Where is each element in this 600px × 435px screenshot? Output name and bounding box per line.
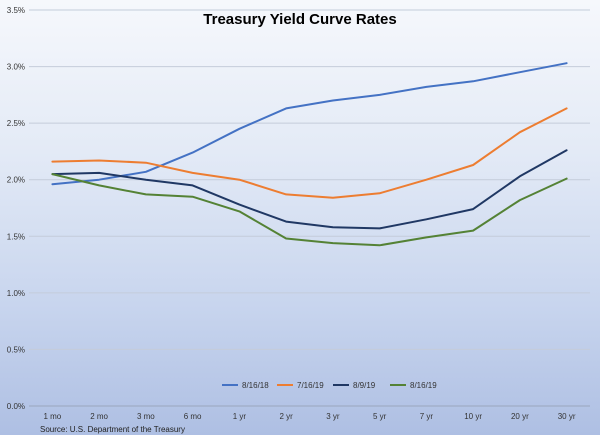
x-tick-label: 2 yr [279, 412, 293, 421]
y-tick-label: 2.0% [7, 176, 25, 185]
legend-label: 8/16/18 [242, 381, 269, 390]
legend-label: 7/16/19 [297, 381, 324, 390]
x-tick-label: 1 yr [233, 412, 247, 421]
y-tick-label: 2.5% [7, 119, 25, 128]
chart-title: Treasury Yield Curve Rates [203, 11, 396, 28]
y-tick-label: 0.0% [7, 402, 25, 411]
legend-label: 8/16/19 [410, 381, 437, 390]
series-lines [51, 62, 568, 247]
x-axis-ticks: 1 mo 2 mo 3 mo 6 mo 1 yr 2 yr 3 yr 5 yr 7 yr 10 y… [43, 412, 575, 421]
y-tick-label: 0.5% [7, 345, 25, 354]
gridlines [29, 9, 590, 407]
series-line [51, 62, 568, 186]
y-tick-label: 3.0% [7, 63, 25, 72]
x-tick-label: 1 mo [43, 412, 61, 421]
y-tick-label: 3.5% [7, 6, 25, 15]
series-line [51, 107, 568, 199]
x-tick-label: 7 yr [420, 412, 434, 421]
source-note: Source: U.S. Department of the Treasury [40, 425, 185, 434]
x-tick-label: 20 yr [511, 412, 529, 421]
y-axis-ticks: 0.0% 0.5% 1.0% 1.5% 2.0% 2.5% 3.0% 3.5% [7, 6, 25, 411]
x-tick-label: 3 yr [326, 412, 340, 421]
x-tick-label: 10 yr [464, 412, 482, 421]
x-tick-label: 5 yr [373, 412, 387, 421]
y-tick-label: 1.0% [7, 289, 25, 298]
y-tick-label: 1.5% [7, 232, 25, 241]
x-tick-label: 3 mo [137, 412, 155, 421]
x-tick-label: 2 mo [90, 412, 108, 421]
series-line [51, 173, 568, 247]
x-tick-label: 6 mo [184, 412, 202, 421]
legend: 8/16/18 7/16/19 8/9/19 8/16/19 [222, 381, 437, 390]
series-line [51, 149, 568, 230]
legend-label: 8/9/19 [353, 381, 376, 390]
x-tick-label: 30 yr [558, 412, 576, 421]
